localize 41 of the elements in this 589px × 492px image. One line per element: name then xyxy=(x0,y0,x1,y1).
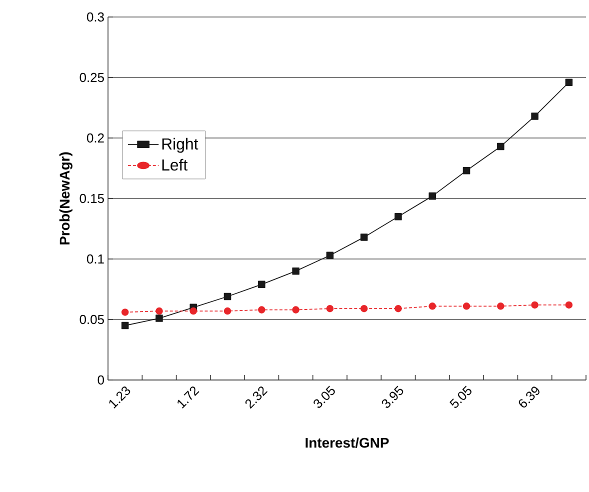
y-axis-title: Prob(NewAgr) xyxy=(59,152,72,244)
point xyxy=(224,307,232,315)
point xyxy=(462,167,470,174)
y-tick-label: 0.1 xyxy=(86,254,104,264)
y-tick-label: 0.25 xyxy=(80,72,104,82)
point xyxy=(224,292,232,300)
point xyxy=(462,302,470,310)
point xyxy=(531,301,538,309)
x-tick-label: 6.39 xyxy=(518,386,540,408)
y-tick-label: 0 xyxy=(98,375,104,385)
point xyxy=(292,267,300,275)
point xyxy=(292,306,300,314)
point xyxy=(531,112,538,120)
point xyxy=(428,302,436,310)
point xyxy=(258,280,266,288)
point xyxy=(326,304,334,312)
point xyxy=(156,307,163,315)
point xyxy=(121,308,129,316)
point xyxy=(394,212,402,220)
point xyxy=(497,142,504,150)
point xyxy=(428,192,436,200)
point xyxy=(565,78,573,86)
y-tick-label: 0.05 xyxy=(80,314,104,324)
legend-label: Left xyxy=(162,158,188,171)
legend-label: Right xyxy=(162,138,198,153)
point xyxy=(121,322,129,330)
point xyxy=(360,304,368,312)
point xyxy=(156,314,163,322)
point xyxy=(190,307,198,315)
point xyxy=(565,301,573,309)
y-tick-label: 0.2 xyxy=(86,133,104,143)
point xyxy=(326,252,334,259)
x-tick-label: 1.72 xyxy=(178,386,200,408)
x-tick-label: 1.23 xyxy=(109,386,130,408)
point xyxy=(497,302,504,310)
y-tick-label: 0.15 xyxy=(80,194,104,204)
point xyxy=(258,306,266,314)
point xyxy=(360,234,368,241)
y-tick-label: 0.3 xyxy=(86,12,104,22)
x-axis-title: Interest/GNP xyxy=(306,437,389,448)
point xyxy=(394,304,402,312)
